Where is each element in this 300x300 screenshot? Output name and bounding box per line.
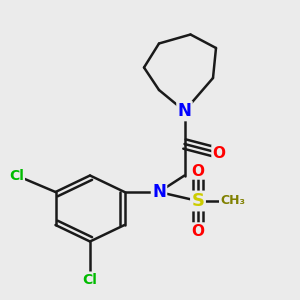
Text: N: N: [178, 102, 191, 120]
Text: CH₃: CH₃: [220, 194, 245, 208]
Text: Cl: Cl: [9, 169, 24, 182]
Text: O: O: [212, 146, 226, 160]
Text: N: N: [152, 183, 166, 201]
Text: O: O: [191, 164, 205, 178]
Text: S: S: [191, 192, 205, 210]
Text: O: O: [191, 224, 205, 238]
Text: Cl: Cl: [82, 273, 98, 286]
